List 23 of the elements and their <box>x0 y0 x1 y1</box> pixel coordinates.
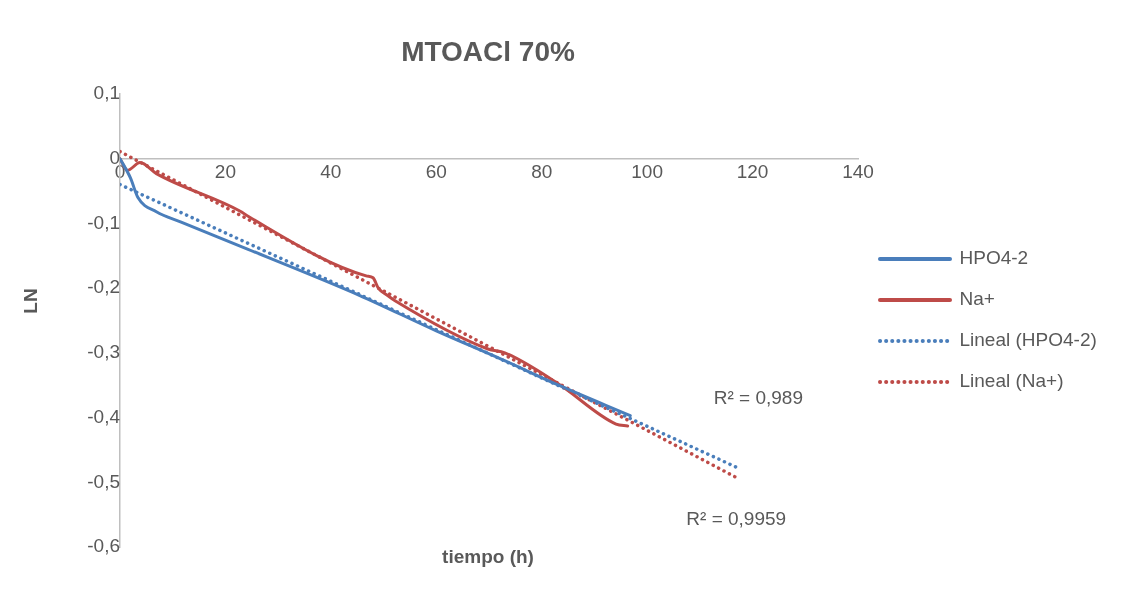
annotation: R² = 0,9959 <box>686 508 787 530</box>
y-tick-label: -0,1 <box>87 211 120 233</box>
x-tick-label: 120 <box>736 161 769 183</box>
y-tick-label: -0,4 <box>87 405 121 427</box>
y-tick-label: -0,5 <box>87 470 120 492</box>
y-axis-title: LN <box>19 288 42 314</box>
y-tick-label: -0,2 <box>87 276 120 298</box>
x-tick-label: 100 <box>631 161 663 183</box>
y-tick-label: -0,3 <box>87 341 120 363</box>
chart-title: MTOACl 70% <box>400 36 576 68</box>
x-tick-label: 140 <box>842 161 874 183</box>
y-tick-label: -0,6 <box>87 535 120 557</box>
y-tick-label: 0,1 <box>93 82 120 104</box>
x-axis-title: tiempo (h) <box>441 546 535 568</box>
legend-label: Na+ <box>959 288 995 310</box>
legend-label: Lineal (Na+) <box>959 370 1064 392</box>
legend-label: Lineal (HPO4-2) <box>959 329 1097 351</box>
x-tick-label: 40 <box>320 161 342 183</box>
x-tick-label: 20 <box>214 161 236 183</box>
x-tick-label: 80 <box>531 161 553 183</box>
x-tick-label: 60 <box>425 161 447 183</box>
legend-label: HPO4-2 <box>959 247 1029 269</box>
annotation: R² = 0,989 <box>713 386 803 408</box>
